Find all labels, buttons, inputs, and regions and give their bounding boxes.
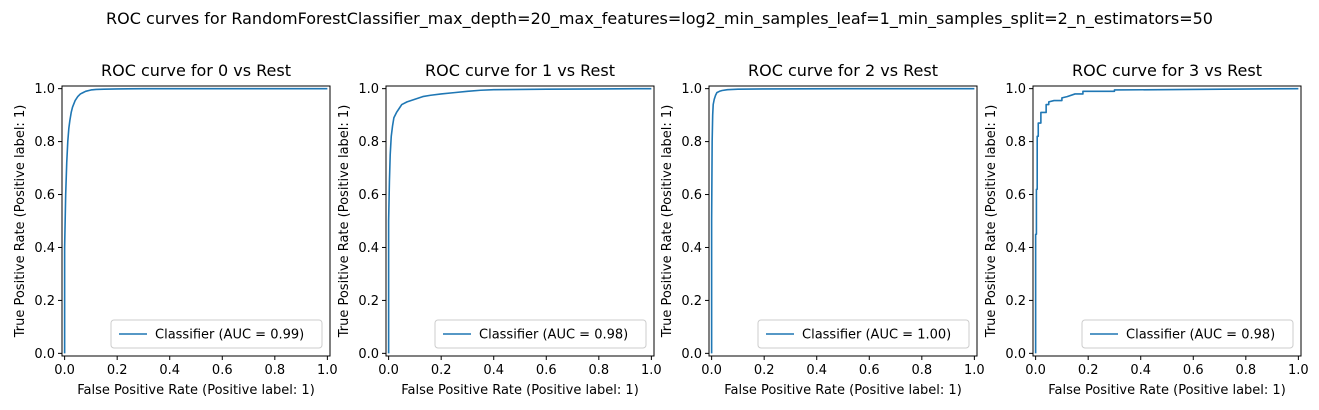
y-tick-label: 0.6 — [358, 188, 379, 203]
subplot-0: ROC curve for 0 vs Rest 0.0 0.2 0.4 0.6 0.8 1.… — [13, 61, 338, 398]
y-tick-label: 0.8 — [681, 135, 702, 150]
subplot-title: ROC curve for 0 vs Rest — [101, 61, 291, 80]
y-axis-label: True Positive Rate (Positive label: 1) — [984, 105, 999, 339]
x-tick-label: 0.0 — [378, 363, 399, 378]
roc-curve-line — [710, 87, 975, 354]
legend-box — [757, 319, 970, 349]
y-tick-label: 0.6 — [1005, 188, 1026, 203]
y-tick-label: 1.0 — [1005, 82, 1026, 97]
x-tick-label: 0.2 — [754, 363, 775, 378]
x-tick-label: 0.0 — [54, 363, 75, 378]
x-tick-label: 0.8 — [588, 363, 609, 378]
y-tick-label: 1.0 — [34, 82, 55, 97]
x-tick-label: 0.0 — [1025, 363, 1046, 378]
y-tick-label: 0.2 — [681, 294, 702, 309]
x-axis-label: False Positive Rate (Positive label: 1) — [401, 383, 639, 398]
y-axis-label: True Positive Rate (Positive label: 1) — [13, 105, 28, 339]
legend-label: Classifier (AUC = 0.99) — [155, 328, 304, 343]
x-axis-label: False Positive Rate (Positive label: 1) — [724, 383, 962, 398]
x-tick-label: 0.8 — [911, 363, 932, 378]
x-tick-label: 1.0 — [1288, 363, 1309, 378]
y-tick-label: 0.4 — [358, 241, 379, 256]
y-tick-label: 0.4 — [34, 241, 55, 256]
subplot-title: ROC curve for 2 vs Rest — [748, 61, 938, 80]
y-tick-label: 0.2 — [34, 294, 55, 309]
y-tick-label: 0.0 — [1005, 347, 1026, 362]
x-tick-label: 0.6 — [859, 363, 880, 378]
axes-frame — [385, 85, 655, 357]
x-tick-label: 0.6 — [536, 363, 557, 378]
y-tick-label: 0.4 — [1005, 241, 1026, 256]
y-tick-label: 0.4 — [681, 241, 702, 256]
y-tick-label: 1.0 — [358, 82, 379, 97]
x-tick-label: 0.8 — [264, 363, 285, 378]
y-tick-label: 0.0 — [34, 347, 55, 362]
legend-label: Classifier (AUC = 0.98) — [1126, 328, 1275, 343]
subplot-3: ROC curve for 3 vs Rest 0.0 0.2 0.4 0.6 0.8 1.… — [984, 61, 1309, 398]
y-tick-label: 0.8 — [358, 135, 379, 150]
x-axis-label: False Positive Rate (Positive label: 1) — [1048, 383, 1286, 398]
x-tick-label: 0.0 — [701, 363, 722, 378]
legend-label: Classifier (AUC = 0.98) — [479, 328, 628, 343]
x-tick-label: 1.0 — [964, 363, 985, 378]
x-tick-label: 0.4 — [159, 363, 180, 378]
subplot-title: ROC curve for 3 vs Rest — [1072, 61, 1262, 80]
y-tick-label: 0.8 — [34, 135, 55, 150]
x-tick-label: 0.2 — [1078, 363, 1099, 378]
y-axis-label: True Positive Rate (Positive label: 1) — [660, 105, 675, 339]
figure-suptitle: ROC curves for RandomForestClassifier_ma… — [106, 9, 1213, 29]
x-tick-label: 1.0 — [641, 363, 662, 378]
roc-curve-line — [63, 87, 328, 354]
x-tick-label: 0.6 — [212, 363, 233, 378]
roc-curve-line — [387, 87, 652, 354]
x-tick-label: 0.6 — [1183, 363, 1204, 378]
legend-box — [1081, 319, 1294, 349]
y-tick-label: 0.0 — [681, 347, 702, 362]
y-tick-label: 0.0 — [358, 347, 379, 362]
y-tick-label: 0.6 — [34, 188, 55, 203]
subplot-2: ROC curve for 2 vs Rest 0.0 0.2 0.4 0.6 0.8 1.… — [660, 61, 985, 398]
y-axis-label: True Positive Rate (Positive label: 1) — [337, 105, 352, 339]
legend-box — [110, 319, 323, 349]
subplot-title: ROC curve for 1 vs Rest — [425, 61, 615, 80]
axes-frame — [708, 85, 978, 357]
legend-label: Classifier (AUC = 1.00) — [802, 328, 951, 343]
subplots: ROC curve for 0 vs Rest 0.0 0.2 0.4 0.6 0.8 1.… — [13, 61, 1309, 398]
x-axis-label: False Positive Rate (Positive label: 1) — [77, 383, 315, 398]
y-tick-label: 0.8 — [1005, 135, 1026, 150]
roc-curve-line — [1034, 87, 1299, 354]
subplot-1: ROC curve for 1 vs Rest 0.0 0.2 0.4 0.6 0.8 1.… — [337, 61, 662, 398]
x-tick-label: 0.2 — [431, 363, 452, 378]
x-tick-label: 0.8 — [1235, 363, 1256, 378]
axes-frame — [1032, 85, 1302, 357]
y-tick-label: 1.0 — [681, 82, 702, 97]
x-tick-label: 0.4 — [483, 363, 504, 378]
y-tick-label: 0.2 — [358, 294, 379, 309]
axes-frame — [61, 85, 331, 357]
x-tick-label: 0.2 — [107, 363, 128, 378]
y-tick-label: 0.2 — [1005, 294, 1026, 309]
x-tick-label: 0.4 — [1130, 363, 1151, 378]
x-tick-label: 1.0 — [317, 363, 338, 378]
y-tick-label: 0.6 — [681, 188, 702, 203]
x-tick-label: 0.4 — [806, 363, 827, 378]
legend-box — [434, 319, 647, 349]
